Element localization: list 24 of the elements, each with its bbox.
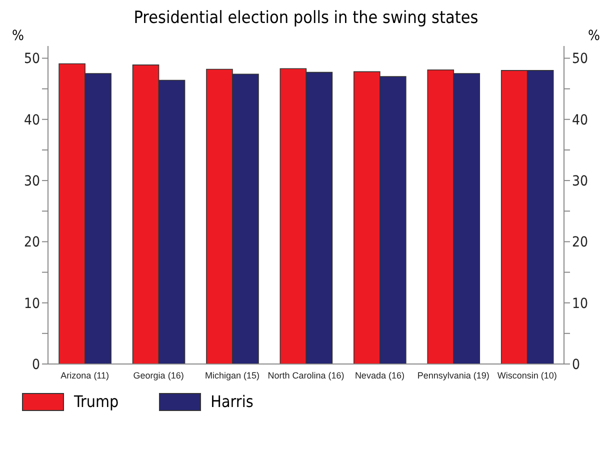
x-tick-label: Nevada (16) [354,370,404,380]
x-tick-label: Georgia (16) [133,370,184,380]
y-tick-label: 10 [24,296,40,312]
y2-axis-title: % [588,28,600,44]
y2-tick-label: 30 [572,174,588,190]
y-tick-label: 0 [32,356,40,373]
y-tick-label: 40 [24,112,40,128]
y2-tick-label: 0 [572,356,580,373]
y2-tick-label: 20 [572,234,588,251]
y-tick-label: 30 [24,174,40,190]
x-tick-label: Wisconsin (10) [497,370,557,380]
chart-title: Presidential election polls in the swing states [132,8,480,28]
y-axis-title: % [12,28,24,44]
x-tick-label: Arizona (11) [60,370,110,380]
y2-tick-label: 40 [572,112,588,128]
x-tick-label: Pennsylvania (19) [417,370,490,380]
x-tick-label: North Carolina (16) [268,370,344,380]
x-tick-label: Michigan (15) [205,370,260,380]
y2-tick-label: 10 [572,296,588,312]
y-tick-label: 20 [24,234,40,251]
y-tick-label: 50 [24,51,40,68]
legend-label: Trump [74,392,119,411]
legend-label: Harris [210,392,254,411]
y2-tick-label: 50 [572,51,588,68]
